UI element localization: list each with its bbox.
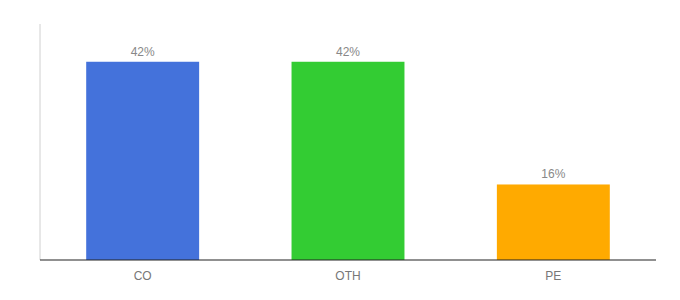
x-tick-label: PE: [545, 269, 561, 283]
bar: [292, 62, 405, 260]
bar: [86, 62, 199, 260]
data-label: 42%: [131, 45, 155, 59]
data-label: 16%: [541, 167, 565, 181]
x-tick-label: OTH: [335, 269, 360, 283]
data-label: 42%: [336, 45, 360, 59]
chart-svg: 42% 42% 16% CO OTH PE: [0, 0, 680, 300]
y-axis-line: [40, 24, 41, 260]
x-tick-label: CO: [134, 269, 152, 283]
chart-container: 42% 42% 16% CO OTH PE: [0, 0, 680, 300]
bars: [86, 62, 610, 260]
x-axis-line: [40, 259, 656, 260]
bar: [497, 184, 610, 260]
